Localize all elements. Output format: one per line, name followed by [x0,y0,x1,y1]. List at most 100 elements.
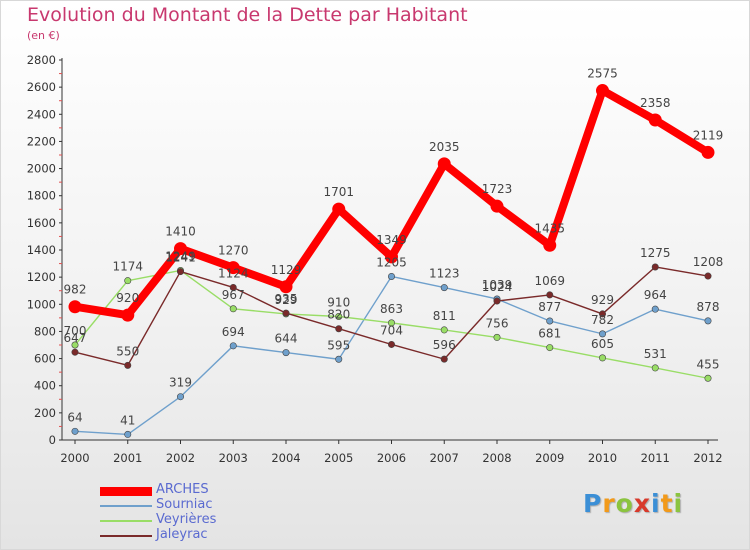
data-label-jaleyrac: 550 [116,344,139,358]
y-tick-label: 800 [34,324,56,338]
data-point-arches [543,238,557,252]
data-label-veyrières: 929 [275,293,298,307]
data-point-veyrières [704,374,712,382]
x-tick-label: 2006 [377,451,406,465]
x-tick-label: 2011 [641,451,670,465]
data-point-veyrières [71,341,79,349]
x-tick-label: 2009 [535,451,564,465]
data-label-jaleyrac: 1124 [218,266,249,280]
data-point-jaleyrac [440,355,448,363]
data-label-sourniac: 595 [327,338,350,352]
data-point-sourniac [282,349,290,357]
logo-letter: i [673,489,684,518]
data-point-jaleyrac [71,348,79,356]
data-point-sourniac [546,317,554,325]
data-point-sourniac [335,355,343,363]
data-point-arches [332,202,346,216]
data-label-veyrières: 531 [644,347,667,361]
series-line-arches [71,86,712,320]
x-tick-label: 2000 [60,451,89,465]
x-tick-label: 2003 [219,451,248,465]
y-tick-label: 0 [49,433,56,447]
legend-label: Sourniac [156,497,213,512]
y-tick-label: 2200 [27,134,56,148]
y-tick-label: 1000 [27,297,56,311]
data-point-veyrières [229,305,237,313]
data-label-jaleyrac: 647 [64,331,87,345]
data-label-sourniac: 644 [275,332,298,346]
proxiti-logo: Proxiti [583,489,683,518]
y-tick-label: 400 [34,379,56,393]
data-label-jaleyrac: 1069 [534,274,565,288]
data-label-arches: 1270 [218,244,249,258]
data-label-veyrières: 681 [538,327,561,341]
data-label-jaleyrac: 1024 [482,280,513,294]
data-point-sourniac [71,427,79,435]
data-point-jaleyrac [124,361,132,369]
data-point-arches [490,199,504,213]
data-point-veyrières [440,326,448,334]
line-chart: 0 200 400 600 800 1000 1200 1400 1600 1800 2000 220… [27,53,724,465]
x-tick-label: 2005 [324,451,353,465]
x-tick-label: 2010 [588,451,617,465]
data-point-jaleyrac [229,283,237,291]
data-label-sourniac: 319 [169,376,192,390]
logo-letter: r [602,489,616,518]
y-tick-label: 2000 [27,162,56,176]
data-label-jaleyrac: 820 [327,308,350,322]
data-point-sourniac [177,393,185,401]
y-tick-label: 200 [34,406,56,420]
data-label-arches: 1701 [323,185,354,199]
data-point-sourniac [229,342,237,350]
logo-letter: i [651,489,661,518]
logo-letter: t [660,489,674,518]
logo-letter: o [615,489,634,518]
data-label-arches: 2575 [587,67,618,81]
data-label-veyrières: 756 [486,316,509,330]
data-point-jaleyrac [282,309,290,317]
data-label-sourniac: 782 [591,313,614,327]
chart-subtitle: (en €) [27,29,60,42]
data-label-jaleyrac: 1241 [165,251,196,265]
data-point-jaleyrac [546,291,554,299]
y-tick-label: 1600 [27,216,56,230]
data-label-veyrières: 910 [327,296,350,310]
data-point-sourniac [598,330,606,338]
data-label-jaleyrac: 1275 [640,246,671,260]
data-label-arches: 1129 [271,263,302,277]
y-tick-label: 2800 [27,53,56,67]
data-label-arches: 2358 [640,96,671,110]
data-label-veyrières: 1249 [165,249,196,263]
data-point-sourniac [440,284,448,292]
data-point-arches [437,157,451,171]
data-label-sourniac: 64 [67,410,82,424]
data-point-jaleyrac [387,340,395,348]
data-label-arches: 1349 [376,233,407,247]
chart-title: Evolution du Montant de la Dette par Hab… [27,4,468,26]
data-label-sourniac: 964 [644,288,667,302]
y-tick-label: 2400 [27,107,56,121]
data-label-arches: 982 [64,283,87,297]
data-label-arches: 920 [116,291,139,305]
data-label-sourniac: 1205 [376,255,407,269]
data-point-arches [701,145,715,159]
data-label-jaleyrac: 1208 [693,255,724,269]
series-labels: 64 41 319 694 644 595 1205 1123 1039 877 782 964 878… [64,67,724,428]
x-tick-label: 2002 [166,451,195,465]
data-point-veyrières [335,312,343,320]
data-point-arches [648,113,662,127]
data-label-arches: 1435 [534,221,565,235]
data-point-sourniac [387,272,395,280]
legend-swatch [100,535,152,537]
data-label-sourniac: 1123 [429,267,460,281]
data-label-arches: 2119 [693,128,724,142]
y-tick-label: 1200 [27,270,56,284]
data-point-jaleyrac [493,297,501,305]
data-label-arches: 1723 [482,182,513,196]
data-point-sourniac [704,317,712,325]
data-label-sourniac: 877 [538,300,561,314]
logo-letter: P [583,489,603,518]
data-point-veyrières [651,364,659,372]
data-label-veyrières: 700 [64,324,87,338]
